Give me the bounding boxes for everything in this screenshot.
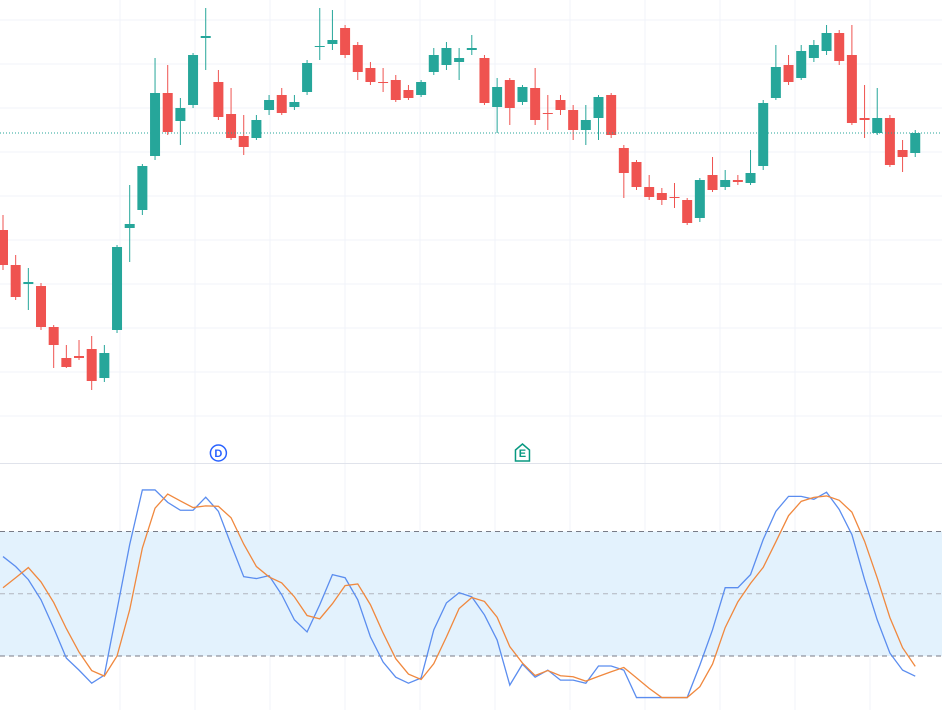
candle-body	[61, 358, 72, 367]
candle-body	[213, 82, 224, 117]
candle-body	[555, 100, 566, 110]
candle-body	[238, 136, 249, 147]
stoch-line	[2, 489, 916, 699]
candle-body	[124, 224, 135, 228]
candle-body	[644, 187, 655, 197]
candle-body	[10, 265, 21, 297]
candle-body	[416, 82, 427, 95]
candle-body	[340, 28, 351, 55]
candle-body	[200, 36, 211, 38]
candle-body	[808, 45, 819, 58]
candle-body	[441, 48, 452, 65]
candle-body	[327, 40, 338, 44]
candle-body	[732, 180, 743, 182]
candle-body	[466, 48, 477, 50]
candle-body	[302, 63, 313, 92]
candle-body	[188, 55, 199, 105]
candle-body	[783, 65, 794, 82]
marker-icon	[209, 444, 228, 462]
candle-body	[669, 197, 680, 198]
candle-body	[694, 180, 705, 218]
candle-body	[834, 33, 845, 61]
candle-body	[162, 93, 173, 132]
candle-body	[314, 46, 325, 47]
candle-body	[707, 175, 718, 190]
candle-body	[872, 118, 883, 133]
candle-body	[606, 95, 617, 135]
candle-body	[846, 55, 857, 123]
stoch-line	[2, 493, 916, 699]
candle-body	[720, 180, 731, 187]
candle-body	[23, 282, 34, 284]
candle-body	[770, 67, 781, 98]
candle-body	[821, 33, 832, 51]
candle-body	[492, 87, 503, 107]
candle-body	[910, 133, 921, 153]
candle-body	[226, 114, 237, 138]
candle-body	[568, 110, 579, 130]
candle-body	[365, 68, 376, 82]
candle-body	[580, 120, 591, 130]
marker-label: D	[214, 448, 222, 460]
candle-body	[175, 108, 186, 121]
candle-body	[796, 51, 807, 78]
candle-body	[745, 173, 756, 183]
candle-body	[390, 80, 401, 100]
candle-body	[897, 150, 908, 157]
candle-body	[593, 97, 604, 118]
candle-body	[86, 349, 97, 381]
candle-body	[251, 120, 262, 138]
candle-body	[428, 55, 439, 72]
candle-body	[276, 95, 287, 113]
candle-body	[48, 327, 59, 345]
candle-body	[758, 103, 769, 166]
candle-body	[682, 200, 693, 223]
marker-icon	[514, 443, 531, 462]
candle-body	[36, 286, 47, 327]
candle-body	[517, 87, 528, 102]
candle-body	[504, 80, 515, 108]
marker-label: E	[519, 448, 526, 460]
candle-body	[631, 162, 642, 187]
candle-body	[479, 58, 490, 103]
candle-body	[454, 58, 465, 62]
candle-body	[530, 88, 541, 120]
candle-body	[884, 118, 895, 165]
candle-body	[859, 118, 870, 120]
candle-body	[264, 100, 275, 110]
candle-body	[352, 45, 363, 72]
candle-body	[289, 102, 300, 107]
candle-body	[618, 148, 629, 173]
candle-body	[112, 247, 123, 330]
candle-body	[0, 230, 8, 265]
candle-body	[137, 166, 148, 210]
candle-body	[403, 90, 414, 98]
candle-body	[378, 82, 389, 83]
candle-body	[99, 353, 110, 378]
candle-body	[150, 93, 161, 156]
candle-body	[74, 356, 85, 358]
candle-body	[656, 193, 667, 200]
candle-body	[542, 113, 553, 114]
